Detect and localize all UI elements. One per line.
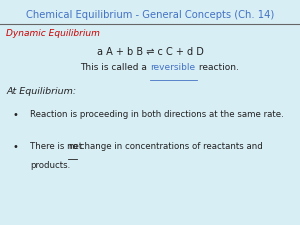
Text: reaction.: reaction. [196, 63, 239, 72]
Text: •: • [12, 142, 18, 152]
Text: reversible: reversible [150, 63, 195, 72]
Text: change in concentrations of reactants and: change in concentrations of reactants an… [77, 142, 262, 151]
Text: •: • [12, 110, 18, 120]
Text: a A + b B ⇌ c C + d D: a A + b B ⇌ c C + d D [97, 47, 203, 57]
Text: Dynamic Equilibrium: Dynamic Equilibrium [6, 29, 100, 38]
Text: Reaction is proceeding in both directions at the same rate.: Reaction is proceeding in both direction… [30, 110, 284, 119]
Text: net: net [68, 142, 83, 151]
Text: products.: products. [30, 161, 70, 170]
Text: This is called a: This is called a [80, 63, 150, 72]
Text: Chemical Equilibrium - General Concepts (Ch. 14): Chemical Equilibrium - General Concepts … [26, 10, 274, 20]
Text: There is no: There is no [30, 142, 81, 151]
Text: At Equilibrium:: At Equilibrium: [6, 87, 76, 96]
